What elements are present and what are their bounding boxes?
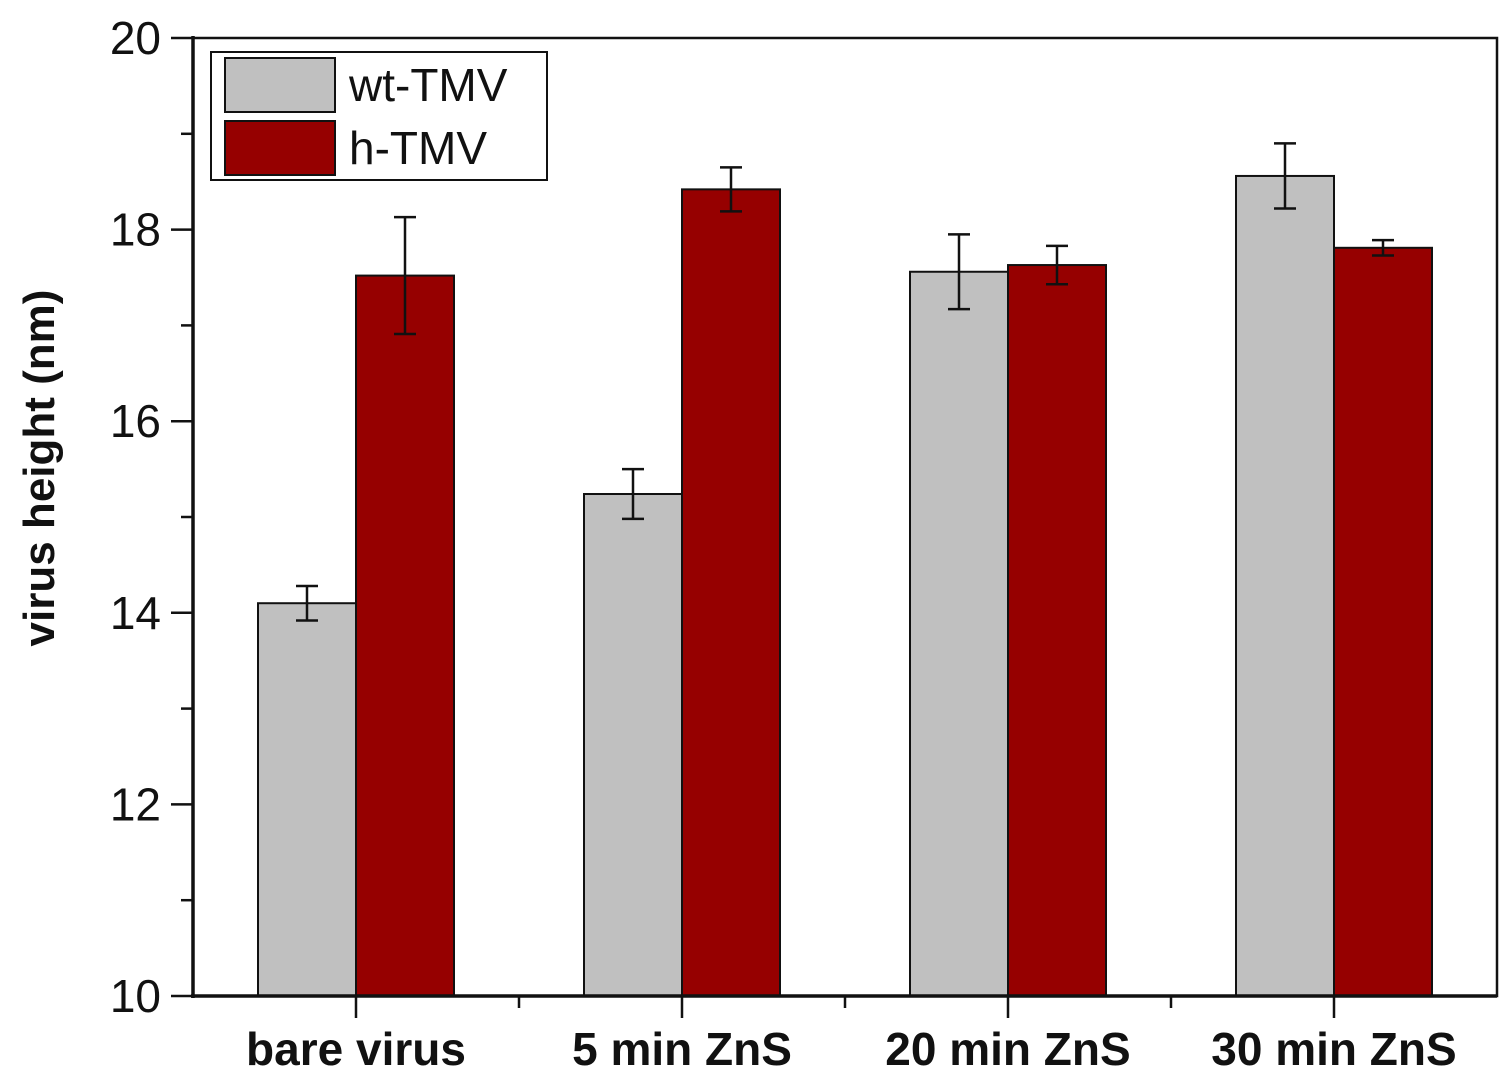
bars-layer: [257, 174, 1433, 998]
x-tick-label: bare virus: [246, 1023, 466, 1075]
bar: [909, 270, 1009, 997]
x-tick-label: 30 min ZnS: [1211, 1023, 1456, 1075]
bar: [1235, 174, 1335, 997]
bar: [355, 274, 455, 998]
legend-label-wt-tmv: wt-TMV: [348, 59, 508, 111]
legend-swatch-h-tmv: [224, 120, 336, 176]
bar: [681, 188, 781, 997]
y-tick-label: 12: [110, 778, 161, 830]
x-axis-ticks: bare virus 5 min ZnS 20 min ZnS 30 min ZnS: [246, 996, 1457, 1075]
y-tick-label: 10: [110, 970, 161, 1022]
bar: [583, 493, 683, 997]
y-tick-label: 14: [110, 587, 161, 639]
bar: [1333, 246, 1433, 997]
y-axis-title: virus height (nm): [15, 290, 64, 647]
y-tick-label: 16: [110, 395, 161, 447]
x-tick-label: 5 min ZnS: [572, 1023, 792, 1075]
x-tick-label: 20 min ZnS: [885, 1023, 1130, 1075]
legend-label-h-tmv: h-TMV: [349, 122, 487, 174]
y-axis-ticks: 10 12 14 16 18 20: [110, 12, 193, 1022]
bar: [257, 602, 357, 997]
legend: wt-TMV h-TMV: [210, 51, 548, 181]
error-bars-layer: [296, 142, 1394, 622]
y-tick-label: 18: [110, 204, 161, 256]
legend-swatch-wt-tmv: [224, 57, 336, 113]
bar: [1007, 264, 1107, 997]
y-tick-label: 20: [110, 12, 161, 64]
